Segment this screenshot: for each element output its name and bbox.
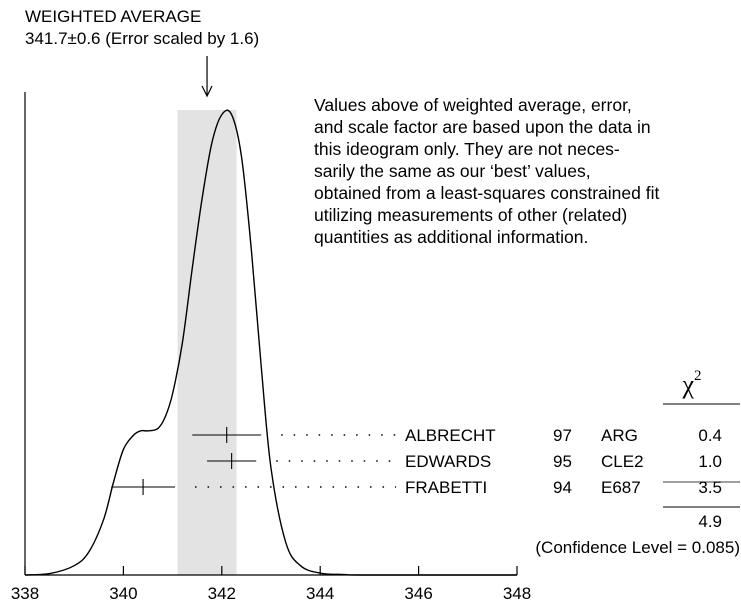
weighted-average-arrow	[201, 56, 213, 98]
measurement-year: 95	[553, 452, 572, 471]
note-line: quantities as additional information.	[314, 227, 588, 247]
measurement-year: 94	[553, 478, 572, 497]
note-line: and scale factor are based upon the data…	[314, 117, 651, 137]
chi2-superscript: 2	[694, 368, 702, 384]
measurement-chi2: 3.5	[698, 478, 722, 497]
measurement-experiment: E687	[601, 478, 641, 497]
explanatory-note: Values above of weighted average, error,…	[314, 95, 659, 247]
x-tick-label: 340	[109, 584, 137, 603]
x-tick-label: 346	[404, 584, 432, 603]
note-line: obtained from a least-squares constraine…	[314, 183, 659, 203]
measurement-chi2: 0.4	[698, 426, 722, 445]
measurement-row: EDWARDS 95 CLE2 1.0	[207, 452, 722, 471]
arrow-head	[201, 85, 213, 98]
chart-title: WEIGHTED AVERAGE	[25, 7, 201, 26]
measurement-experiment: ARG	[601, 426, 638, 445]
weighted-average-band	[177, 110, 237, 575]
measurement-row: FRABETTI 94 E687 3.5	[111, 478, 722, 497]
chi2-symbol: χ	[681, 370, 694, 399]
chi2-total: 4.9	[698, 512, 722, 531]
measurement-author: ALBRECHT	[405, 426, 496, 445]
measurements: ALBRECHT 97 ARG 0.4 EDWARDS 95 CLE2 1.0 FRABETTI…	[111, 426, 740, 497]
note-line: Values above of weighted average, error,	[314, 95, 632, 115]
measurement-author: EDWARDS	[405, 452, 491, 471]
measurement-row: ALBRECHT 97 ARG 0.4	[192, 426, 722, 445]
x-tick-label: 348	[503, 584, 531, 603]
measurement-year: 97	[553, 426, 572, 445]
x-axis-ticks: 338 340 342 344 346 348	[11, 566, 531, 603]
chi2-header: χ2	[681, 368, 701, 399]
note-line: sarily the same as our ‘best’ values,	[314, 161, 591, 181]
confidence-level: (Confidence Level = 0.085)	[535, 538, 740, 557]
ideogram-curve	[24, 109, 517, 576]
measurement-chi2: 1.0	[698, 452, 722, 471]
x-tick-label: 344	[306, 584, 334, 603]
note-line: this ideogram only. They are not neces-	[314, 139, 620, 159]
chart-subtitle: 341.7±0.6 (Error scaled by 1.6)	[25, 29, 259, 48]
measurement-author: FRABETTI	[405, 478, 487, 497]
measurement-experiment: CLE2	[601, 452, 644, 471]
x-tick-label: 338	[11, 584, 39, 603]
note-line: utilizing measurements of other (related…	[314, 205, 627, 225]
x-tick-label: 342	[208, 584, 236, 603]
